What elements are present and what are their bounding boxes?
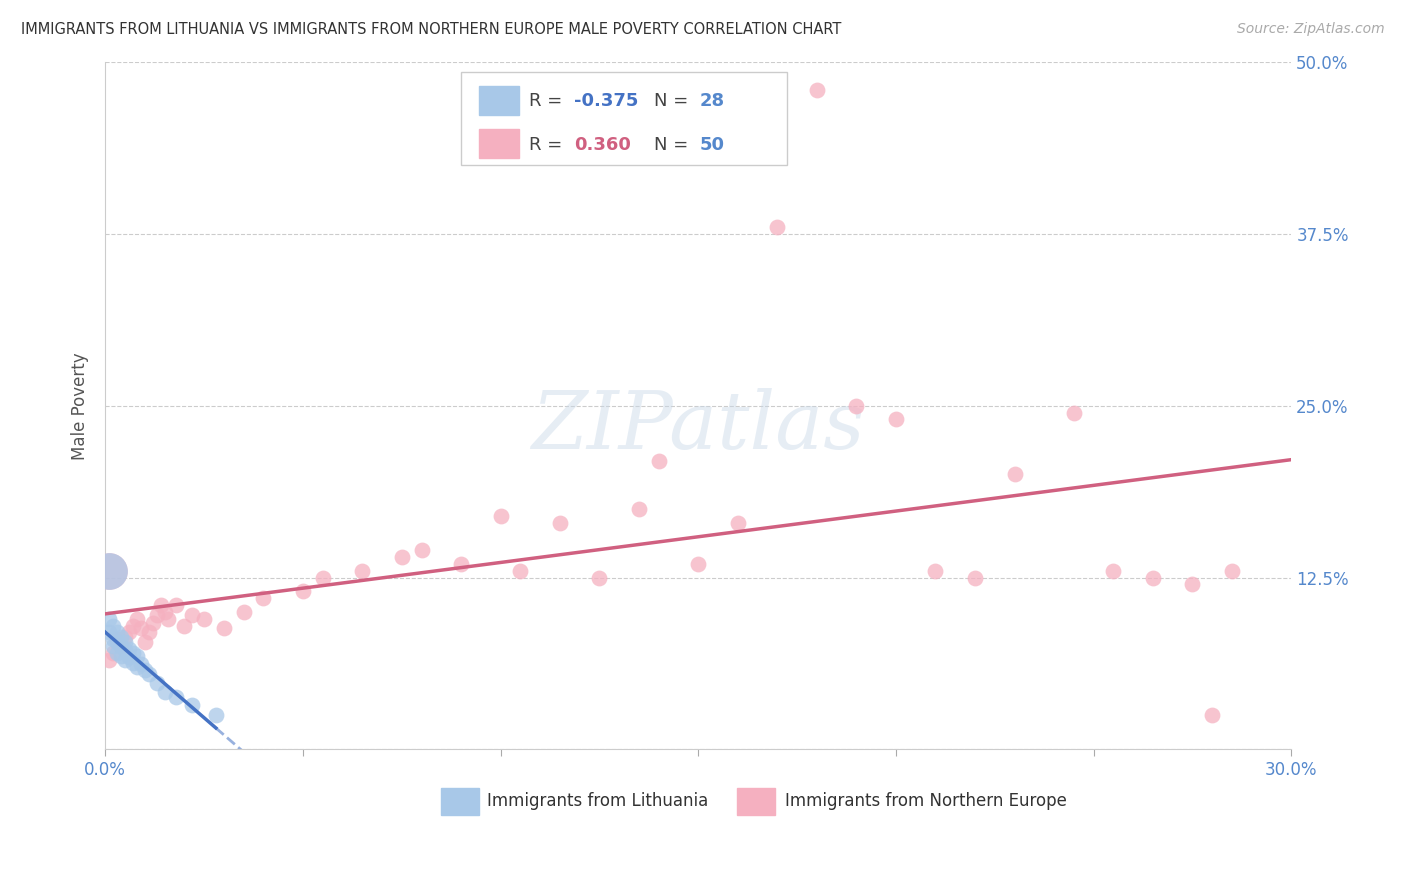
Point (1220, 564, 1243, 578)
Point (114, 653, 136, 667)
Text: -0.375: -0.375 (574, 92, 638, 111)
Point (138, 625, 160, 640)
Point (98, 653, 121, 667)
Point (114, 630, 136, 644)
Point (450, 557, 472, 571)
Point (110, 648, 132, 663)
Point (648, 453, 671, 467)
Point (181, 698, 204, 713)
Point (1181, 577, 1204, 591)
Point (122, 618, 145, 632)
Point (548, 516, 571, 530)
Point (1102, 564, 1125, 578)
Point (105, 625, 128, 640)
Point (105, 632, 128, 647)
Text: IMMIGRANTS FROM LITHUANIA VS IMMIGRANTS FROM NORTHERN EUROPE MALE POVERTY CORREL: IMMIGRANTS FROM LITHUANIA VS IMMIGRANTS … (21, 22, 841, 37)
Point (98, 612, 121, 626)
Point (125, 612, 148, 626)
Text: Source: ZipAtlas.com: Source: ZipAtlas.com (1237, 22, 1385, 37)
Point (118, 650, 141, 665)
Text: 0.360: 0.360 (574, 136, 631, 153)
Point (118, 642, 141, 657)
Point (98, 564, 121, 578)
Point (884, 412, 907, 426)
Point (129, 657, 152, 672)
Point (165, 598, 187, 612)
Text: 50: 50 (699, 136, 724, 153)
Point (291, 584, 314, 599)
Point (125, 660, 148, 674)
Point (105, 635, 128, 649)
Text: ZIPatlas: ZIPatlas (531, 388, 865, 465)
Point (153, 605, 176, 619)
Point (627, 501, 650, 516)
Point (806, 82, 828, 96)
Point (145, 676, 167, 690)
FancyBboxPatch shape (441, 789, 479, 814)
FancyBboxPatch shape (737, 789, 775, 814)
Point (114, 635, 136, 649)
Point (352, 564, 374, 578)
Point (1201, 708, 1223, 723)
Point (509, 564, 531, 578)
Point (122, 646, 145, 660)
Text: R =: R = (529, 92, 568, 111)
Point (114, 643, 136, 657)
Point (110, 639, 132, 653)
Point (101, 618, 124, 632)
Point (142, 615, 165, 630)
Point (153, 684, 176, 698)
Point (145, 607, 167, 622)
Text: 28: 28 (699, 92, 724, 111)
Point (165, 690, 187, 704)
Point (98, 625, 121, 640)
Point (311, 570, 333, 584)
Point (1004, 467, 1026, 482)
Point (105, 646, 128, 660)
Point (963, 570, 986, 584)
Point (391, 549, 413, 564)
Text: R =: R = (529, 136, 568, 153)
Text: Immigrants from Lithuania: Immigrants from Lithuania (486, 792, 709, 810)
Point (1142, 570, 1164, 584)
Point (134, 635, 156, 649)
Point (588, 570, 610, 584)
Point (688, 557, 710, 571)
FancyBboxPatch shape (479, 129, 519, 159)
Point (489, 508, 512, 523)
Point (101, 632, 124, 647)
Point (205, 708, 228, 723)
Point (924, 564, 946, 578)
Point (1063, 406, 1085, 420)
Point (766, 220, 789, 235)
Point (98, 564, 121, 578)
Text: Immigrants from Northern Europe: Immigrants from Northern Europe (785, 792, 1067, 810)
FancyBboxPatch shape (479, 87, 519, 115)
Point (845, 399, 868, 413)
Point (122, 656, 145, 670)
Point (110, 630, 132, 644)
Point (138, 666, 160, 681)
Y-axis label: Male Poverty: Male Poverty (72, 352, 89, 459)
Point (252, 591, 274, 606)
Point (411, 543, 433, 558)
Point (101, 646, 124, 660)
Point (101, 639, 124, 653)
FancyBboxPatch shape (461, 72, 787, 165)
Point (110, 639, 132, 653)
Point (173, 618, 195, 632)
Point (134, 663, 156, 677)
Point (118, 625, 141, 640)
Point (212, 621, 235, 635)
Text: N =: N = (654, 92, 695, 111)
Point (149, 598, 172, 612)
Point (727, 516, 749, 530)
Point (157, 612, 180, 626)
Point (129, 621, 152, 635)
Text: N =: N = (654, 136, 695, 153)
Point (181, 607, 204, 622)
Point (232, 605, 254, 619)
Point (125, 648, 148, 663)
Point (193, 612, 215, 626)
